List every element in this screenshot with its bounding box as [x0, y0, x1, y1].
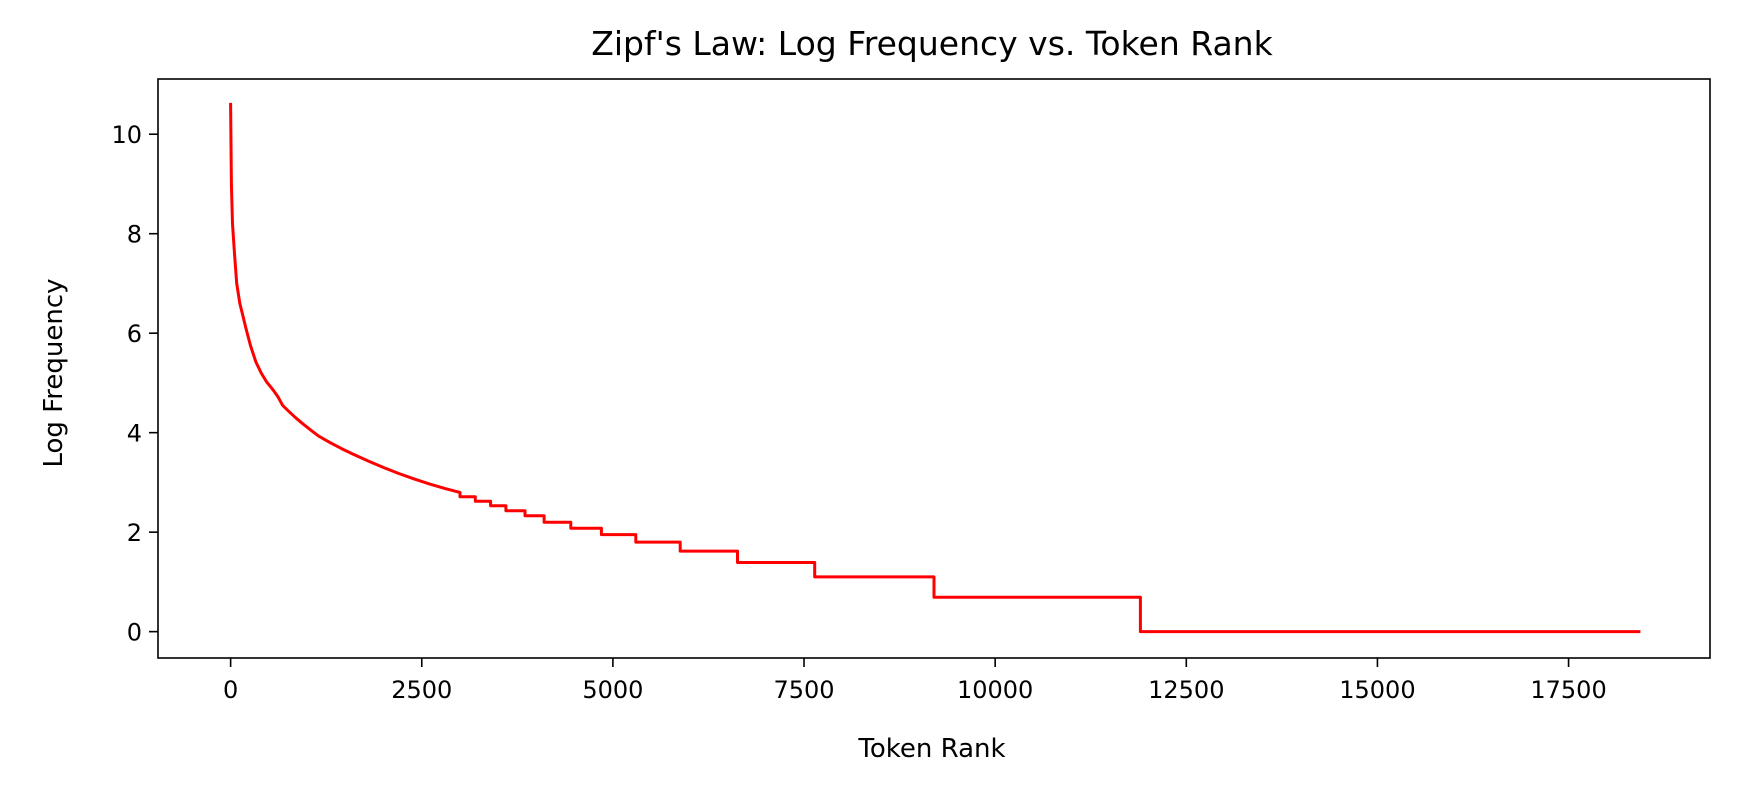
plot-frame	[157, 78, 1711, 659]
x-tick-label: 12500	[1148, 676, 1224, 704]
y-tick-label: 2	[127, 519, 142, 547]
x-tick-label: 2500	[391, 676, 452, 704]
chart-title: Zipf's Law: Log Frequency vs. Token Rank	[591, 24, 1273, 63]
x-axis-title: Token Rank	[857, 734, 1005, 764]
x-tick-label: 17500	[1530, 676, 1606, 704]
x-tick-label: 0	[223, 676, 238, 704]
x-tick-label: 7500	[773, 676, 834, 704]
x-tick-label: 15000	[1339, 676, 1415, 704]
plot-area: 0 2500 5000 7500 10000 12500 15000 17500 0 2 4 6 8 10	[111, 78, 1711, 704]
y-axis-title: Log Frequency	[39, 278, 69, 467]
series-line-0	[229, 102, 1641, 634]
y-tick-label: 10	[111, 121, 142, 149]
y-tick-label: 8	[127, 221, 142, 249]
y-tick-label: 0	[127, 619, 142, 647]
y-tick-label: 4	[127, 420, 142, 448]
x-tick-label: 10000	[957, 676, 1033, 704]
y-tick-label: 6	[127, 320, 142, 348]
x-tick-label: 5000	[582, 676, 643, 704]
